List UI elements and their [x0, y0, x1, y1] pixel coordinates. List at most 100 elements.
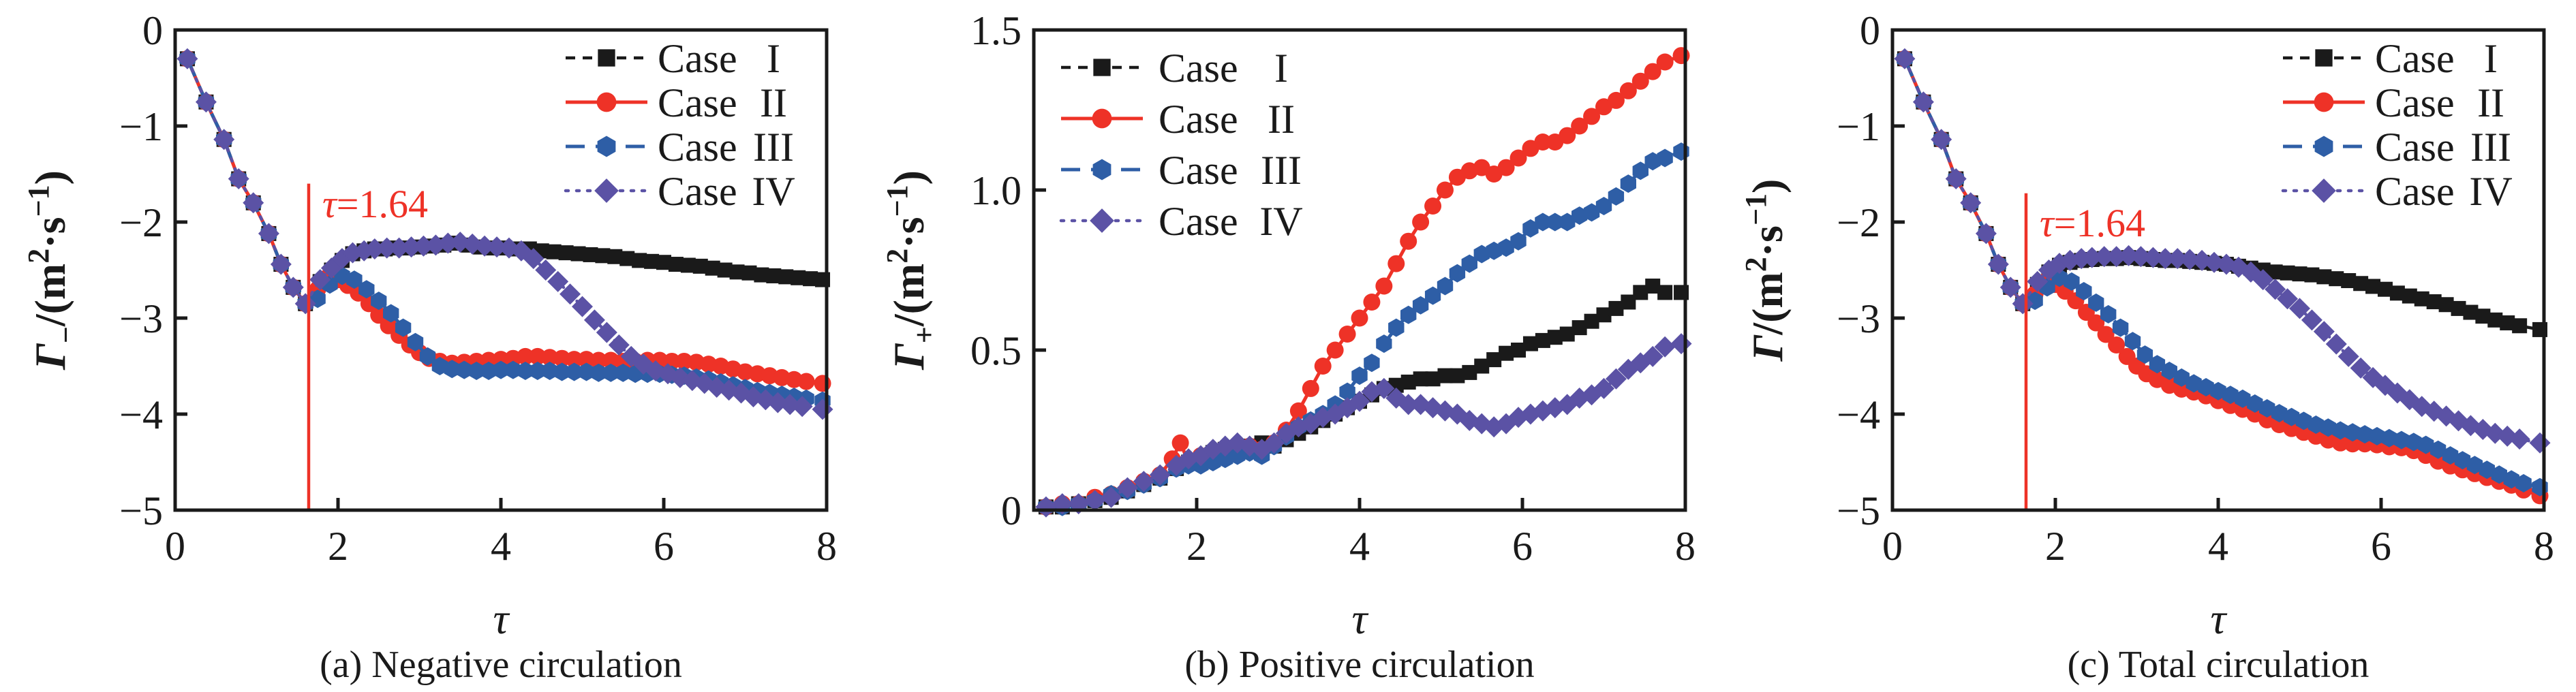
y-axis: 0 −1 −2 −3 −4 −5	[119, 8, 187, 533]
legend-item-case-ii: Case II	[2283, 80, 2504, 125]
series-markers-case-iv	[1035, 333, 1692, 518]
y-tick-label: −4	[119, 392, 163, 437]
legend-item-case-ii: Case II	[566, 80, 787, 125]
x-axis: 0 2 4 6 8	[165, 498, 837, 569]
x-axis-label: τ	[1352, 595, 1369, 643]
legend-item-case-i: Case I	[566, 36, 780, 81]
x-axis-label: τ	[2211, 595, 2228, 643]
caption-positive-circulation: (b) Positive circulation	[1184, 644, 1535, 686]
chart-panel-total-circulation: τ=1.64 0 2 4 6 8 0 −1 −2 −3 −4 −5 τ Γ/(m2·s−1) Case I Ca…	[1717, 0, 2576, 692]
series-markers-case-iii	[1038, 142, 1689, 516]
x-tick-label: 6	[2371, 524, 2391, 569]
x-tick-label: 4	[2208, 524, 2228, 569]
annotation-label: τ=1.64	[322, 182, 428, 226]
x-tick-label: 8	[816, 524, 837, 569]
legend-item-case-i: Case I	[1061, 46, 1288, 91]
x-tick-label: 2	[328, 524, 348, 569]
legend-label-case-ii: Case	[658, 80, 737, 125]
annotation-label: τ=1.64	[2040, 201, 2145, 245]
y-tick-label: −3	[119, 296, 163, 341]
legend-numeral-case-i: I	[2484, 36, 2498, 81]
legend-label-case-iv: Case	[1159, 199, 1238, 244]
x-tick-label: 2	[2045, 524, 2066, 569]
y-tick-label: −5	[119, 488, 163, 533]
caption-total-circulation: (c) Total circulation	[2067, 644, 2370, 686]
legend-label-case-i: Case	[2375, 36, 2455, 81]
y-tick-label: −1	[119, 104, 163, 149]
chart-panel-positive-circulation: 2 4 6 8 0 0.5 1.0 1.5 τ Γ+/(m2·s−1) Case I Case II Cas…	[859, 0, 1717, 692]
legend-item-case-i: Case I	[2283, 36, 2498, 81]
legend-numeral-case-iv: IV	[2469, 169, 2512, 214]
total-circulation-chart: τ=1.640 2 4 6 80−1−2−3−4−5τΓ/(m2·s−1)Case ICa…	[1739, 8, 2554, 643]
y-tick-label: 1.5	[970, 8, 1022, 53]
legend-numeral-case-i: I	[767, 36, 780, 81]
legend-label-case-i: Case	[1159, 46, 1238, 91]
y-tick-label: −2	[119, 200, 163, 245]
legend-label-case-i: Case	[658, 36, 737, 81]
series-case-iv	[1894, 48, 2551, 454]
legend-numeral-case-i: I	[1274, 46, 1288, 91]
y-tick-label: 0.5	[970, 328, 1022, 373]
legend-label-case-iii: Case	[1159, 148, 1238, 193]
series-case-iv	[177, 48, 833, 420]
legend-label-case-iii: Case	[658, 125, 737, 170]
series-markers-case-iv	[177, 48, 833, 420]
legend-numeral-case-iii: III	[2470, 125, 2511, 170]
legend-item-case-iv: Case IV	[564, 169, 795, 214]
plot-frame	[1032, 28, 1687, 512]
series-case-iii	[1038, 142, 1689, 516]
x-axis: 2 4 6 8	[1186, 498, 1696, 569]
x-tick-label: 0	[1882, 524, 1903, 569]
x-tick-label: 0	[165, 524, 185, 569]
y-tick-label: 1.0	[970, 168, 1022, 213]
legend-item-case-iii: Case III	[1061, 148, 1302, 193]
positive-circulation-chart: 2 4 6 8 0 0.5 1.0 1.5 τ Γ+/(m2·s−1) Case I Case II Cas…	[880, 8, 1696, 643]
y-axis-label: Γ/(m2·s−1)	[1739, 179, 1792, 362]
legend-numeral-case-ii: II	[1268, 97, 1295, 142]
legend-numeral-case-iii: III	[1261, 148, 1302, 193]
y-axis: 0 0.5 1.0 1.5	[970, 8, 1046, 533]
legend-numeral-case-ii: II	[2477, 80, 2504, 125]
annotation-tau-line: τ=1.64	[2024, 193, 2145, 510]
legend: Case I Case II Case III Case IV	[1059, 46, 1303, 244]
y-tick-label: −2	[1837, 200, 1880, 245]
caption-negative-circulation: (a) Negative circulation	[320, 644, 682, 686]
x-tick-label: 6	[654, 524, 674, 569]
y-tick-label: −3	[1837, 296, 1880, 341]
legend-item-case-iv: Case IV	[2281, 169, 2513, 214]
legend-numeral-case-ii: II	[760, 80, 787, 125]
legend: Case I Case II Case III Case IV	[564, 36, 795, 214]
x-tick-label: 8	[2534, 524, 2554, 569]
y-tick-label: −5	[1837, 488, 1880, 533]
x-tick-label: 4	[1349, 524, 1370, 569]
x-tick-label: 4	[491, 524, 511, 569]
y-tick-label: 0	[1860, 8, 1880, 53]
legend-numeral-case-iv: IV	[1259, 199, 1302, 244]
legend-item-case-iii: Case III	[566, 125, 794, 170]
x-tick-label: 8	[1675, 524, 1696, 569]
legend-numeral-case-iii: III	[753, 125, 794, 170]
y-axis-label: Γ−/(m2·s−1)	[22, 170, 82, 371]
x-axis-label: τ	[493, 595, 510, 643]
legend-label-case-iii: Case	[2375, 125, 2455, 170]
legend-label-case-iv: Case	[2375, 169, 2455, 214]
y-tick-label: −1	[1837, 104, 1880, 149]
negative-circulation-chart: τ=1.640 2 4 6 80−1−2−3−4−5τΓ−/(m2·s−1)Case IC…	[22, 8, 837, 643]
y-axis: 0 −1 −2 −3 −4 −5	[1837, 8, 1905, 533]
y-tick-label: 0	[1001, 488, 1022, 533]
legend: Case I Case II Case III Case IV	[2281, 36, 2513, 214]
y-tick-label: −4	[1837, 392, 1880, 437]
chart-panel-negative-circulation: τ=1.64 0 2 4 6 8 0 −1 −2 −3 −4 −5 τ Γ−/(m2·s−1) Case I C…	[0, 0, 859, 692]
x-tick-label: 6	[1512, 524, 1533, 569]
series-case-iv	[1035, 333, 1692, 518]
legend-item-case-iii: Case III	[2283, 125, 2511, 170]
y-tick-label: 0	[142, 8, 163, 53]
x-axis: 0 2 4 6 8	[1882, 498, 2554, 569]
legend-item-case-iv: Case IV	[1059, 199, 1303, 244]
series-markers-case-iv	[1894, 48, 2551, 454]
y-axis-label: Γ+/(m2·s−1)	[880, 170, 941, 371]
legend-numeral-case-iv: IV	[752, 169, 795, 214]
x-tick-label: 2	[1186, 524, 1207, 569]
legend-label-case-ii: Case	[2375, 80, 2455, 125]
